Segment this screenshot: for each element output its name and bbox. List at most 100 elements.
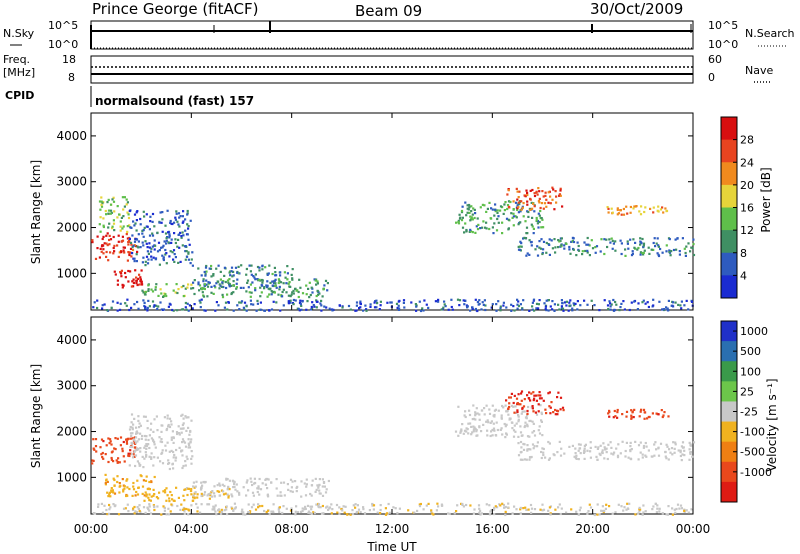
heatmap-cell — [144, 511, 147, 514]
noise-right-label: N.Search — [745, 27, 795, 40]
heatmap-cell — [535, 307, 538, 310]
heatmap-cell — [153, 248, 156, 251]
heatmap-cell — [668, 238, 671, 241]
heatmap-cell — [504, 425, 507, 428]
heatmap-cell — [562, 409, 565, 412]
heatmap-cell — [144, 305, 147, 309]
heatmap-cell — [567, 309, 570, 312]
heatmap-cell — [599, 444, 602, 447]
heatmap-cell — [188, 446, 192, 449]
freq-left-label: Freq. — [3, 53, 30, 66]
heatmap-cell — [582, 451, 586, 454]
heatmap-cell — [513, 309, 516, 312]
heatmap-cell — [519, 303, 522, 306]
heatmap-cell — [493, 222, 496, 225]
heatmap-cell — [187, 508, 190, 511]
heatmap-cell — [565, 511, 568, 514]
heatmap-cell — [466, 305, 469, 308]
heatmap-cell — [536, 445, 539, 448]
heatmap-cell — [533, 445, 536, 448]
heatmap-cell — [618, 309, 621, 312]
heatmap-cell — [258, 269, 261, 272]
heatmap-cell — [147, 284, 150, 287]
heatmap-cell — [142, 506, 146, 509]
heatmap-cell — [143, 446, 146, 449]
heatmap-cell — [170, 241, 173, 244]
heatmap-cell — [649, 207, 652, 210]
heatmap-cell — [122, 215, 125, 218]
heatmap-cell — [659, 247, 662, 251]
heatmap-cell — [664, 455, 667, 458]
heatmap-cell — [160, 438, 163, 441]
heatmap-cell — [583, 449, 586, 452]
heatmap-cell — [151, 290, 155, 293]
heatmap-cell — [223, 306, 226, 309]
heatmap-cell — [138, 504, 141, 507]
heatmap-cell — [143, 301, 146, 304]
heatmap-cell — [530, 244, 533, 247]
heatmap-cell — [679, 304, 682, 307]
heatmap-cell — [151, 245, 154, 248]
heatmap-cell — [556, 396, 559, 399]
heatmap-cell — [197, 281, 200, 284]
heatmap-cell — [616, 207, 619, 210]
freq-panel-frame — [90, 55, 694, 84]
heatmap-cell — [533, 194, 537, 198]
heatmap-cell — [464, 415, 467, 419]
heatmap-cell — [512, 405, 515, 408]
heatmap-cell — [680, 300, 683, 303]
heatmap-cell — [146, 250, 149, 253]
heatmap-cell — [212, 274, 215, 277]
heatmap-cell — [535, 413, 539, 416]
heatmap-cell — [192, 281, 195, 284]
heatmap-cell — [269, 287, 272, 290]
heatmap-cell — [289, 478, 293, 481]
heatmap-cell — [672, 441, 675, 444]
heatmap-cell — [531, 305, 534, 308]
heatmap-cell — [541, 509, 544, 512]
heatmap-cell — [145, 495, 148, 498]
heatmap-cell — [105, 508, 108, 512]
heatmap-cell — [154, 286, 157, 289]
heatmap-cell — [645, 445, 648, 448]
heatmap-cell — [502, 301, 505, 304]
heatmap-cell — [535, 302, 539, 305]
heatmap-cell — [128, 237, 131, 240]
heatmap-cell — [524, 220, 527, 223]
heatmap-cell — [573, 455, 576, 458]
heatmap-cell — [531, 207, 534, 210]
heatmap-cell — [620, 213, 623, 216]
heatmap-cell — [109, 251, 112, 254]
heatmap-cell — [324, 279, 328, 282]
heatmap-cell — [258, 278, 261, 281]
heatmap-cell — [135, 260, 138, 263]
heatmap-cell — [485, 420, 488, 423]
heatmap-cell — [530, 201, 533, 204]
heatmap-cell — [601, 449, 604, 452]
heatmap-cell — [221, 483, 224, 486]
heatmap-cell — [458, 304, 461, 307]
heatmap-cell — [123, 246, 126, 249]
heatmap-cell — [221, 293, 224, 296]
heatmap-cell — [295, 490, 298, 493]
heatmap-cell — [129, 241, 133, 244]
heatmap-cell — [291, 291, 294, 294]
heatmap-cell — [547, 201, 550, 204]
heatmap-cell — [651, 508, 654, 511]
heatmap-cell — [685, 245, 688, 248]
heatmap-cell — [630, 409, 633, 412]
heatmap-cell — [310, 286, 313, 289]
heatmap-cell — [281, 511, 284, 515]
heatmap-cell — [638, 506, 641, 509]
heatmap-cell — [131, 248, 135, 252]
heatmap-cell — [673, 508, 676, 511]
heatmap-cell — [182, 284, 185, 288]
heatmap-cell — [485, 210, 488, 213]
power-marks — [91, 186, 696, 313]
heatmap-cell — [560, 507, 563, 510]
heatmap-cell — [214, 309, 217, 312]
heatmap-cell — [330, 503, 333, 506]
heatmap-cell — [251, 491, 255, 494]
heatmap-cell — [272, 503, 275, 506]
heatmap-cell — [168, 417, 172, 420]
